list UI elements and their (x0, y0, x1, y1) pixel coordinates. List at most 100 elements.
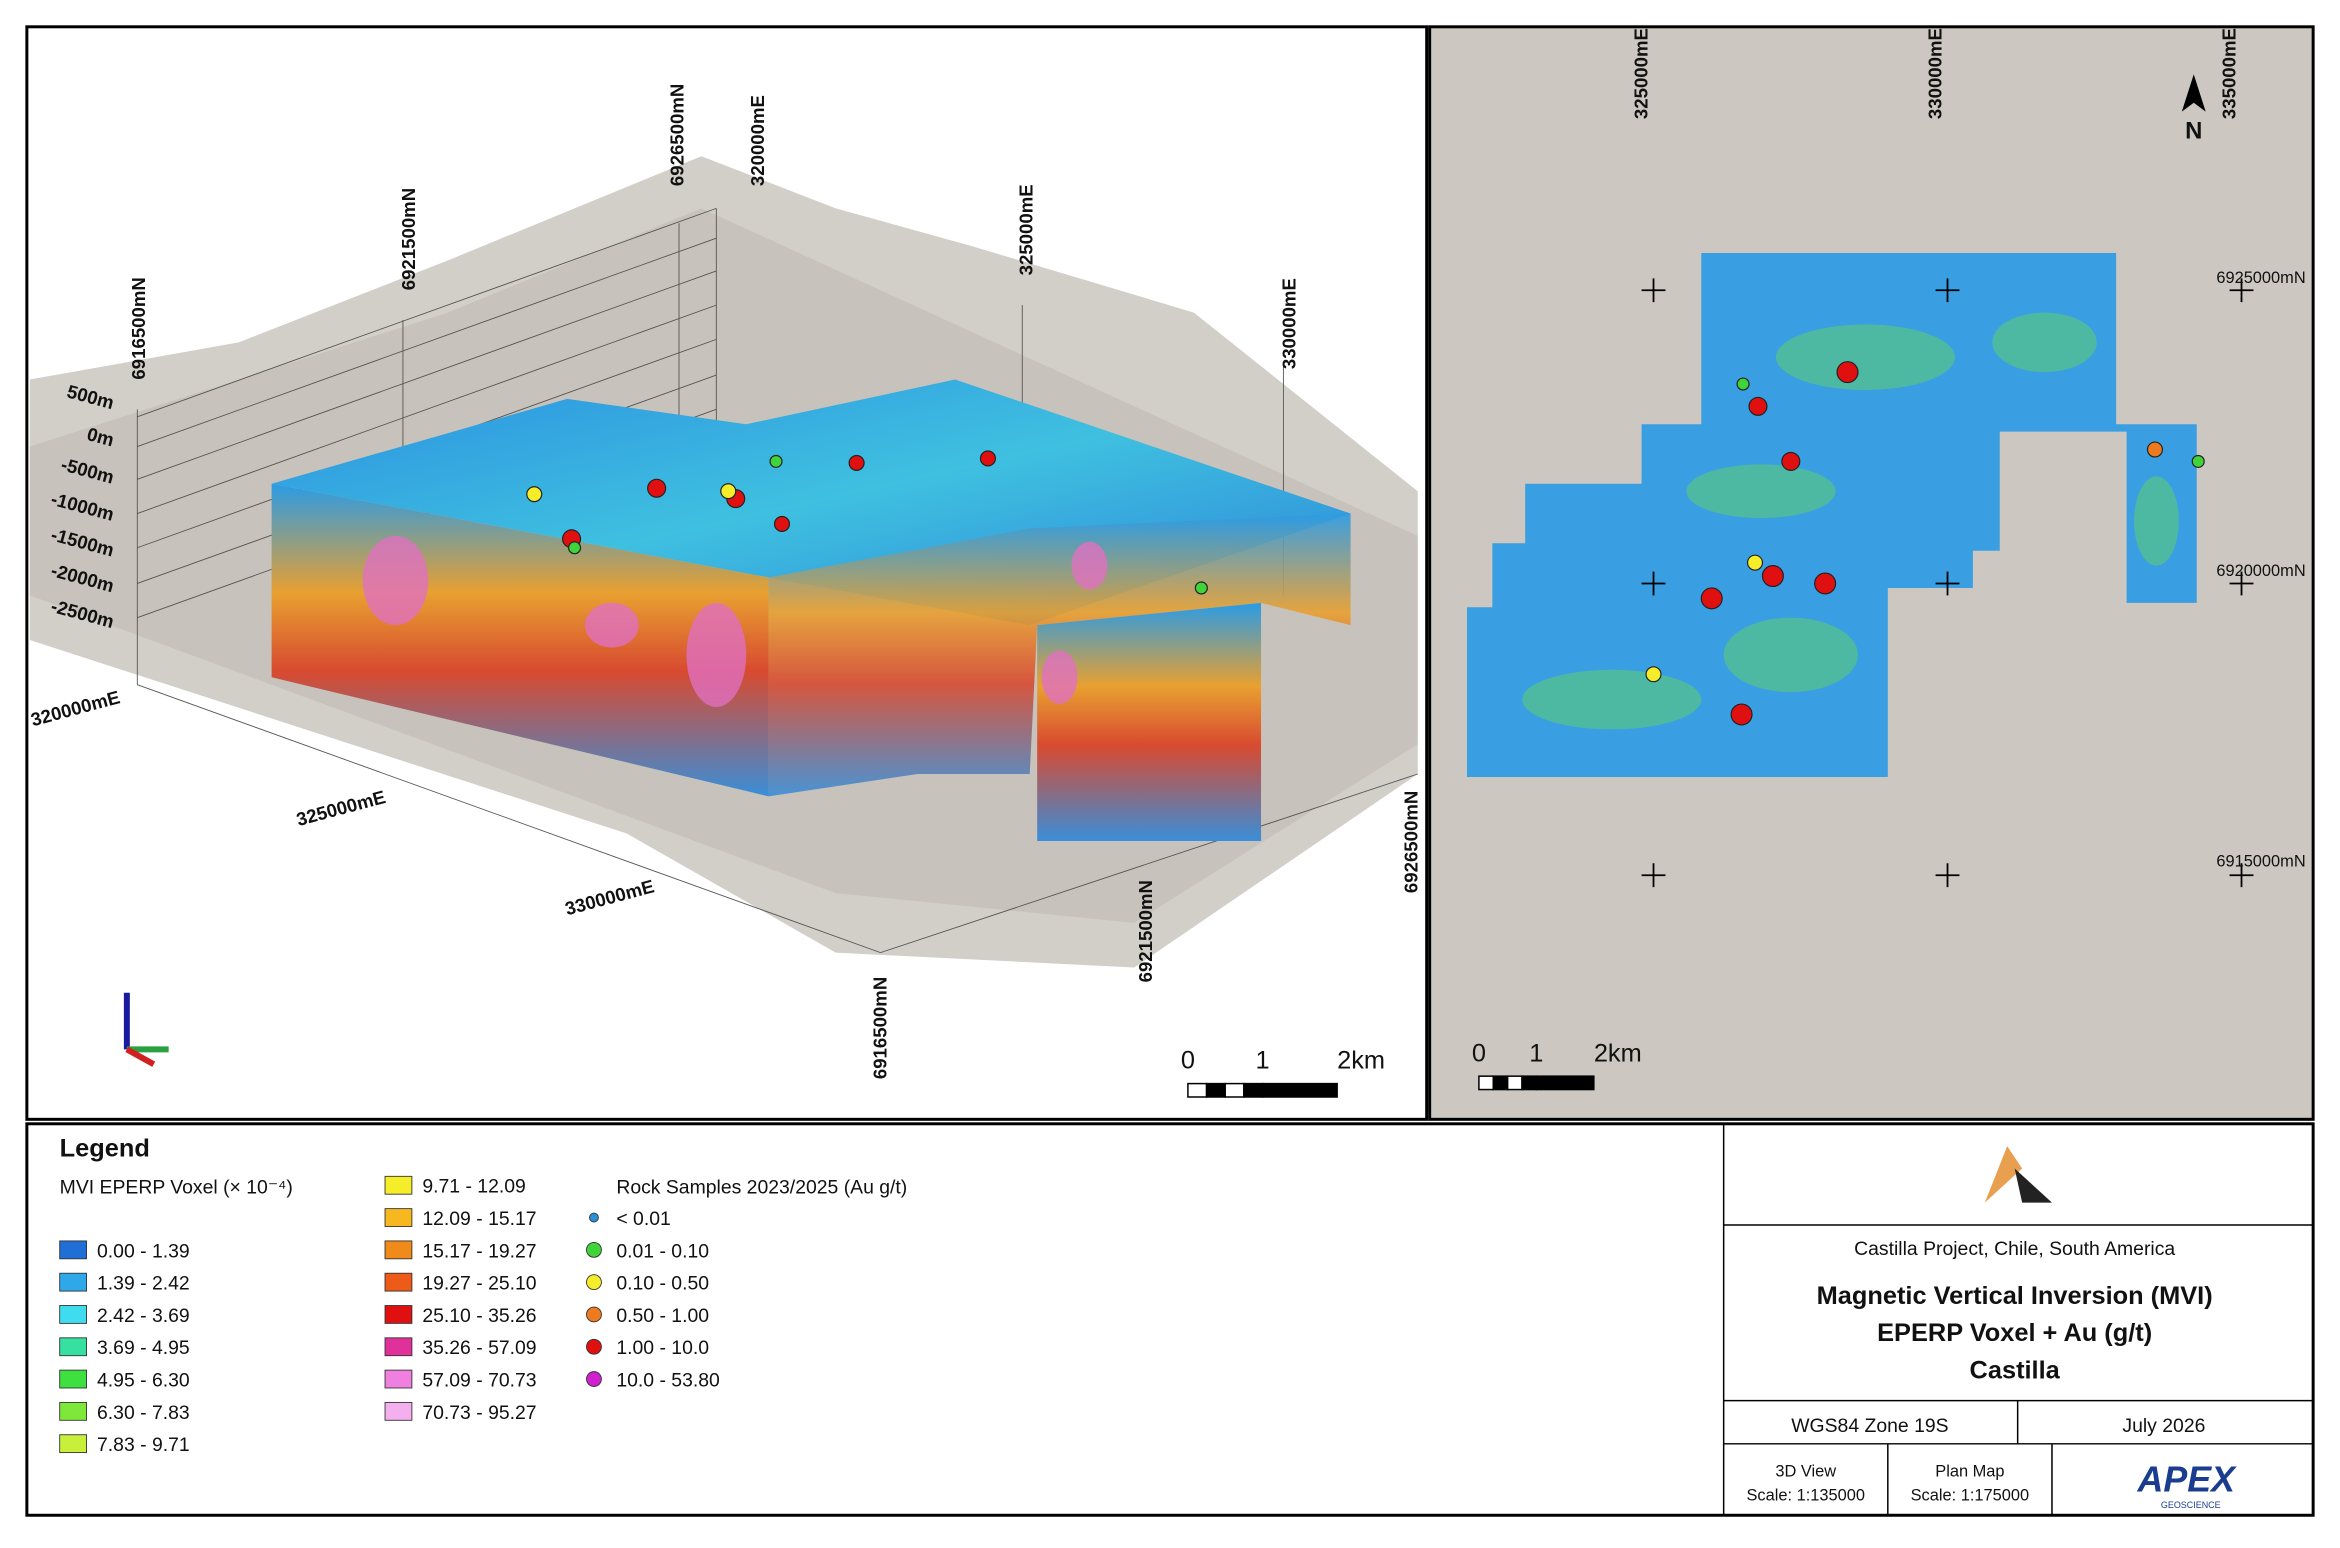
scale-bar-label: 1 (1255, 1047, 1269, 1075)
legend-label: 1.39 - 2.42 (97, 1273, 190, 1295)
legend-label: 0.50 - 1.00 (616, 1305, 709, 1327)
northing-label: 6915000mN (2216, 852, 2305, 870)
svg-text:N: N (2185, 117, 2202, 144)
voxel-plan (1466, 253, 2197, 777)
legend-label: 12.09 - 15.17 (422, 1208, 536, 1230)
northing-label: 6916500mN (128, 277, 149, 379)
northing-label: 6920000mN (2216, 562, 2305, 580)
legend-swatch (384, 1305, 413, 1324)
scale-bar-segment (1243, 1082, 1264, 1098)
legend-marker (589, 1212, 599, 1223)
easting-label: 325000mE (1631, 28, 1652, 119)
northing-label: 6916500mN (869, 977, 890, 1079)
voxel-highs (362, 535, 1108, 708)
legend-title: Legend (60, 1135, 150, 1163)
legend-swatch (384, 1208, 413, 1227)
legend-label: 25.10 - 35.26 (422, 1305, 536, 1327)
legend-swatch (59, 1337, 88, 1357)
legend-label: 3.69 - 4.95 (97, 1337, 190, 1359)
view3d-label: 3D View (1775, 1463, 1836, 1481)
northing-label: 6921500mN (1135, 880, 1156, 982)
map-title: Magnetic Vertical Inversion (MVI) (1817, 1282, 2213, 1310)
north-arrow: N (2181, 74, 2206, 144)
plan-scale: Scale: 1:175000 (1911, 1486, 2030, 1504)
sample-points (1645, 361, 2205, 726)
title-block-lines (1722, 1123, 2314, 1516)
legend-swatch (384, 1240, 413, 1260)
scale-bar-label: 0 (1472, 1039, 1486, 1067)
scale-bar-segment (1535, 1075, 1595, 1091)
legend-marker (586, 1241, 602, 1258)
legend-label: 6.30 - 7.83 (97, 1402, 190, 1424)
legend-label: 70.73 - 95.27 (422, 1402, 536, 1424)
legend-swatch (59, 1272, 88, 1292)
scale-bar-label: 2km (1337, 1047, 1385, 1075)
legend-marker (586, 1371, 602, 1387)
sample-points (526, 450, 1208, 595)
legend-label: 15.17 - 19.27 (422, 1240, 536, 1262)
legend-label: 35.26 - 57.09 (422, 1337, 536, 1359)
easting-label: 325000mE (1016, 184, 1037, 275)
graticule-crosses (1641, 278, 2254, 888)
company-sub: GEOSCIENCE (2161, 1500, 2221, 1510)
easting-label: 330000mE (1925, 28, 1946, 119)
axis-triad (123, 992, 169, 1067)
legend-label: 57.09 - 70.73 (422, 1370, 536, 1392)
scale-bar-label: 1 (1529, 1039, 1543, 1067)
legend-marker (586, 1274, 602, 1291)
legend-label: 10.0 - 53.80 (616, 1370, 720, 1392)
plan-label: Plan Map (1935, 1463, 2004, 1481)
samples-legend-title: Rock Samples 2023/2025 (Au g/t) (616, 1177, 907, 1199)
scale-bar-label: 0 (1181, 1047, 1195, 1075)
northing-label: 6925000mN (2216, 269, 2305, 287)
voxel-plan-texture (1522, 312, 2179, 730)
legend-swatch (384, 1369, 413, 1389)
legend-swatch (384, 1401, 413, 1421)
company-icon (1984, 1146, 2052, 1203)
legend-swatch (384, 1272, 413, 1292)
scale-bar-segment (1187, 1082, 1208, 1098)
scale-bar-label: 2km (1594, 1039, 1642, 1067)
project-name: Castilla Project, Chile, South America (1854, 1238, 2175, 1260)
legend-swatch (59, 1305, 88, 1324)
legend-label: 7.83 - 9.71 (97, 1434, 190, 1456)
easting-label: 320000mE (747, 95, 768, 186)
legend-swatch (59, 1434, 88, 1454)
map-title: Castilla (1970, 1356, 2061, 1384)
legend-marker (586, 1306, 602, 1323)
legend-swatch (59, 1240, 88, 1260)
legend-swatch (59, 1369, 88, 1389)
legend-swatch (59, 1401, 88, 1421)
map-title: EPERP Voxel + Au (g/t) (1877, 1319, 2152, 1347)
legend-label: 0.00 - 1.39 (97, 1240, 190, 1262)
easting-label: 330000mE (1278, 278, 1299, 369)
company-logo: APEX (2137, 1459, 2238, 1499)
view-3d (25, 25, 1429, 1121)
scale-bar-segment (1224, 1082, 1245, 1098)
legend-label: 4.95 - 6.30 (97, 1370, 190, 1392)
scale-bar-segment (1261, 1082, 1338, 1098)
datum: WGS84 Zone 19S (1791, 1415, 1948, 1437)
date: July 2026 (2122, 1415, 2205, 1437)
legend-label: 0.01 - 0.10 (616, 1240, 709, 1262)
legend-marker (586, 1338, 602, 1355)
scale-bar-segment (1521, 1075, 1538, 1091)
northing-label: 6926500mN (666, 84, 687, 186)
northing-label: 6926500mN (1401, 791, 1422, 893)
scale-bar-segment (1506, 1075, 1523, 1091)
scale-bar-segment (1478, 1075, 1495, 1091)
voxel-small-block (1037, 602, 1262, 841)
legend-label: 1.00 - 10.0 (616, 1337, 709, 1359)
legend-swatch (384, 1337, 413, 1357)
legend-label: 9.71 - 12.09 (422, 1176, 525, 1198)
easting-label: 335000mE (2219, 28, 2240, 119)
legend-label: < 0.01 (616, 1208, 670, 1230)
plan-map: N (1428, 25, 2315, 1121)
legend-label: 2.42 - 3.69 (97, 1305, 190, 1327)
voxel-legend-title: MVI EPERP Voxel (× 10⁻⁴) (60, 1177, 293, 1199)
scale-bar-segment (1205, 1082, 1226, 1098)
legend-swatch (384, 1175, 413, 1195)
view3d-scale: Scale: 1:135000 (1746, 1486, 1865, 1504)
legend-label: 0.10 - 0.50 (616, 1273, 709, 1295)
